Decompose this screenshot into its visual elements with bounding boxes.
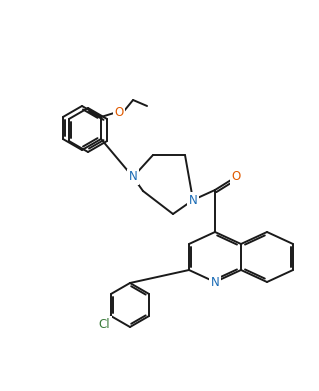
Text: O: O [231, 170, 241, 183]
Text: N: N [129, 170, 137, 183]
Text: Cl: Cl [98, 317, 110, 330]
Text: N: N [189, 194, 197, 206]
Text: N: N [211, 276, 219, 289]
Text: O: O [115, 106, 124, 118]
